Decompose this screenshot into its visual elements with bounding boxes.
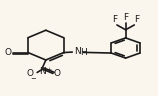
Text: F: F [123,13,128,22]
Text: O: O [54,69,61,78]
Text: N: N [39,67,46,76]
Text: N: N [74,47,81,56]
Text: F: F [112,15,117,24]
Text: −: − [30,76,36,82]
Text: O: O [5,48,12,57]
Text: O: O [27,69,34,78]
Text: H: H [80,48,87,57]
Text: +: + [46,67,51,72]
Text: F: F [134,15,139,24]
